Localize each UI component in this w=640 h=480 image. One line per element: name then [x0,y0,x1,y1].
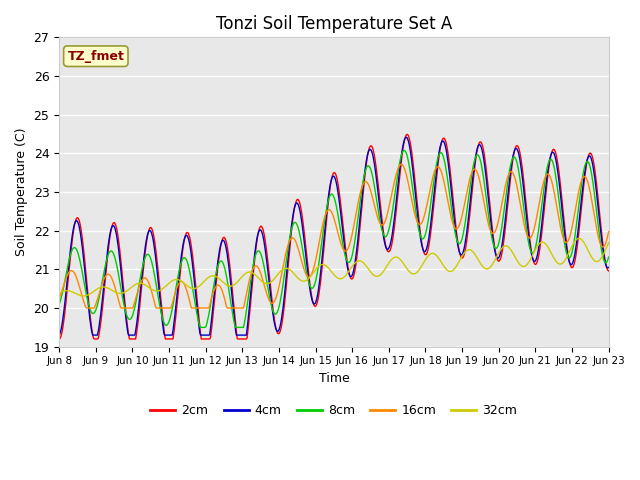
4cm [55,332,63,338]
2cm [55,336,63,342]
32cm [179,279,186,285]
8cm [122,309,129,315]
Line: 4cm: 4cm [59,137,609,335]
8cm [605,254,612,260]
32cm [55,290,63,296]
Title: Tonzi Soil Temperature Set A: Tonzi Soil Temperature Set A [216,15,452,33]
Legend: 2cm, 4cm, 8cm, 16cm, 32cm: 2cm, 4cm, 8cm, 16cm, 32cm [145,399,522,422]
8cm [177,259,185,265]
4cm [177,252,185,258]
8cm [400,148,408,154]
2cm [417,238,425,243]
16cm [605,229,612,235]
8cm [65,257,73,263]
2cm [122,307,129,313]
4cm [122,313,129,319]
4cm [417,240,425,246]
2cm [605,268,612,274]
16cm [83,305,90,311]
4cm [65,259,73,265]
4cm [605,264,612,270]
32cm [401,264,409,269]
4cm [207,326,214,332]
16cm [419,219,426,225]
2cm [403,132,411,137]
X-axis label: Time: Time [319,372,349,385]
8cm [419,236,426,241]
Line: 8cm: 8cm [59,151,609,327]
32cm [80,293,88,299]
16cm [179,279,186,285]
Text: TZ_fmet: TZ_fmet [67,50,124,63]
2cm [401,137,408,143]
Line: 32cm: 32cm [59,239,609,296]
4cm [403,134,410,140]
16cm [207,296,215,302]
8cm [55,301,63,307]
32cm [123,288,131,294]
Y-axis label: Soil Temperature (C): Soil Temperature (C) [15,128,28,256]
16cm [403,171,410,177]
32cm [207,273,215,279]
2cm [177,258,185,264]
32cm [417,264,425,269]
8cm [196,324,204,330]
Line: 16cm: 16cm [59,164,609,308]
16cm [123,305,131,311]
32cm [605,240,612,246]
8cm [207,298,215,303]
16cm [65,269,73,275]
32cm [65,288,73,294]
16cm [55,296,63,302]
8cm [403,150,410,156]
2cm [207,335,214,341]
2cm [65,267,73,273]
32cm [575,236,582,241]
16cm [397,161,405,167]
4cm [401,136,408,142]
Line: 2cm: 2cm [59,134,609,339]
